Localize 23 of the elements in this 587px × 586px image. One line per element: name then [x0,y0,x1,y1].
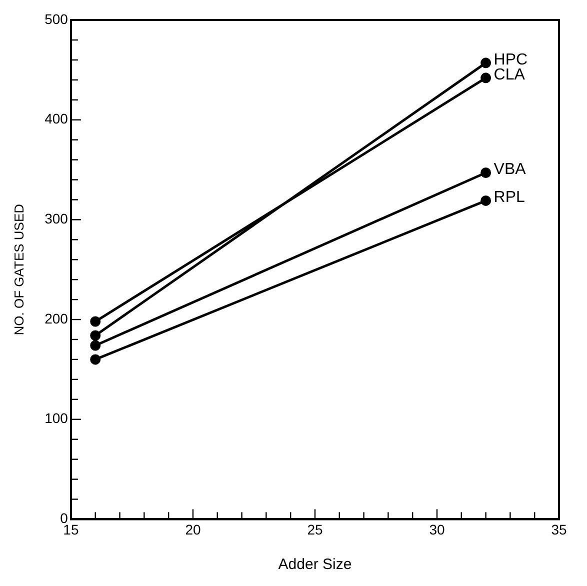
y-tick-label: 100 [44,410,68,426]
point [90,340,101,351]
point [90,354,101,365]
series-label: VBA [494,161,526,178]
y-tick-label: 200 [44,310,68,326]
x-tick-label: 25 [307,521,323,538]
point [480,72,492,84]
series-label: CLA [494,66,526,84]
x-tick-label: 20 [185,521,201,538]
y-axis-title: NO. OF GATES USED [11,204,26,336]
point [90,330,101,341]
x-axis-title: Adder Size [278,556,352,574]
x-tick-label: 30 [429,521,445,538]
point [90,316,101,327]
y-tick-label: 300 [44,210,68,227]
x-tick-label: 35 [551,521,567,538]
series-label: HPC [494,51,528,68]
y-tick-label: 500 [44,10,68,27]
point [480,58,492,68]
point [480,195,492,206]
point [480,168,492,178]
series-label: RPL [494,189,526,206]
y-tick-label: 400 [44,110,68,127]
